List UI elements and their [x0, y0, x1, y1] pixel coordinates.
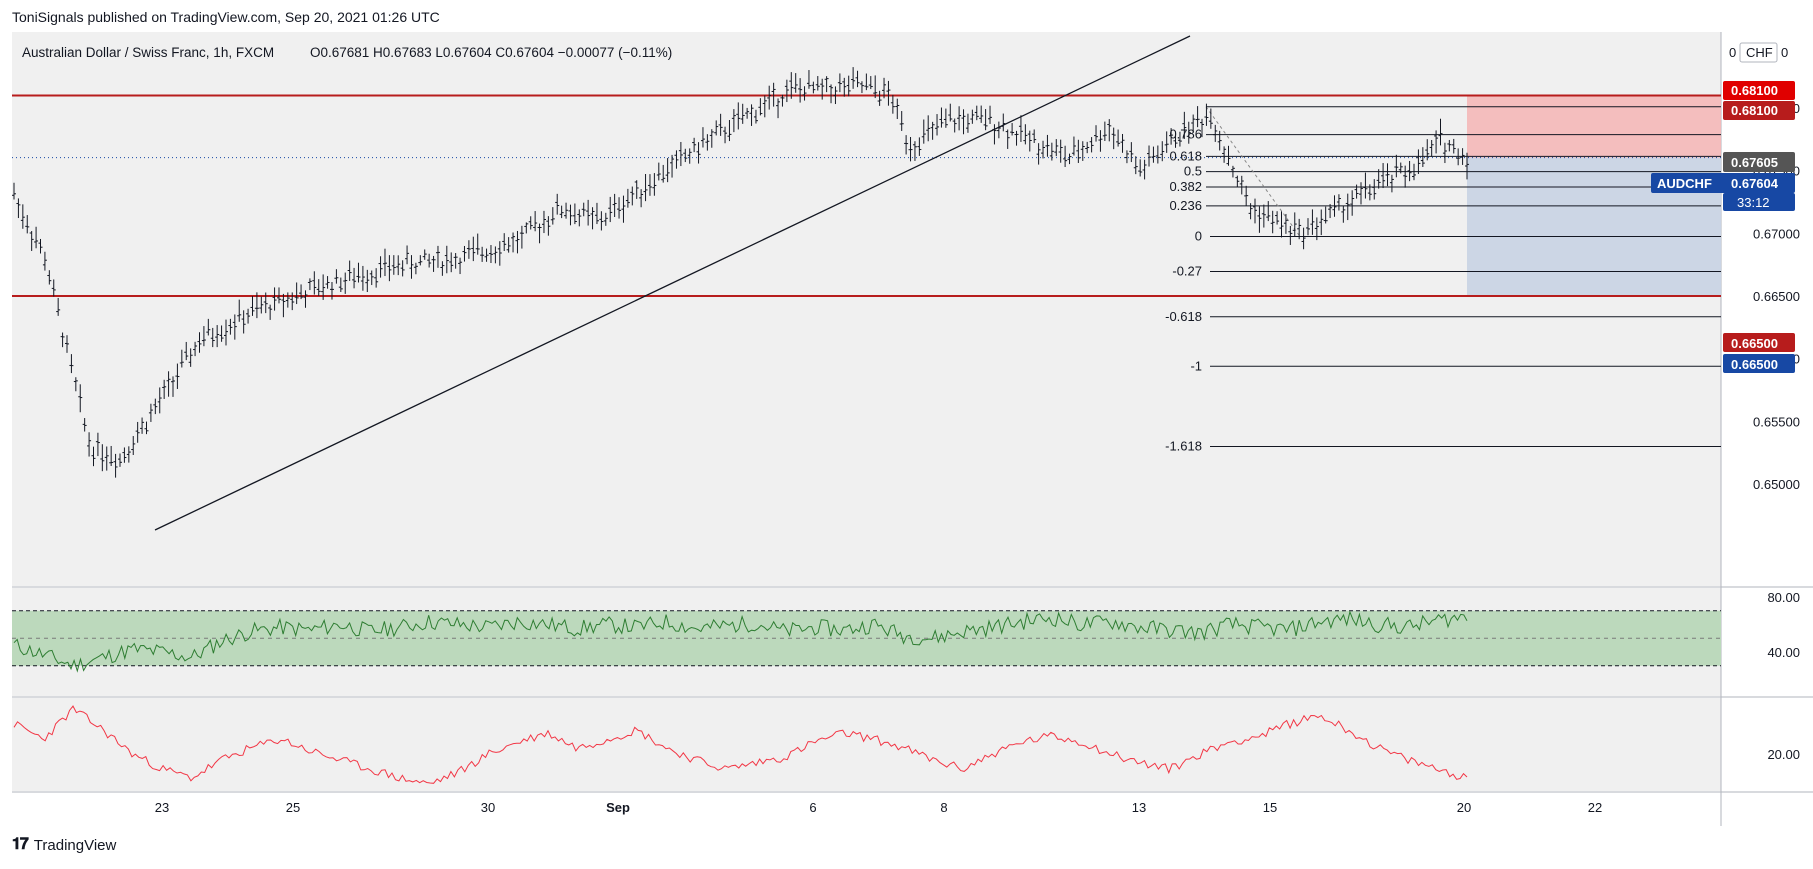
time-axis[interactable]: 23 25 30 Sep 6 8 13 15 20 22 — [155, 800, 1602, 815]
last-price-tag: 0.67605 — [1723, 152, 1795, 172]
support-tag-2[interactable]: 0.66500 — [1723, 354, 1795, 373]
rsi-axis: 80.00 40.00 — [1767, 590, 1800, 660]
time-tick-7: 15 — [1263, 800, 1277, 815]
oscillator-axis: 20.00 — [1767, 747, 1800, 762]
fib-label-0: 0.786 — [1169, 127, 1202, 142]
rsi-tick-1: 40.00 — [1767, 645, 1800, 660]
currency-box[interactable] — [1739, 42, 1778, 63]
stop-loss-zone[interactable] — [1467, 95, 1721, 158]
resistance-tag[interactable]: 0.68100 — [1723, 81, 1795, 100]
fib-label-6: -0.27 — [1172, 264, 1202, 279]
brand-name: TradingView — [33, 836, 117, 854]
time-tick-3: Sep — [606, 800, 630, 815]
tradingview-mark-icon: 𝟏𝟕 — [12, 836, 29, 853]
svg-text:0.68100: 0.68100 — [1731, 103, 1778, 118]
svg-text:0.66500: 0.66500 — [1731, 336, 1778, 351]
time-tick-1: 25 — [286, 800, 300, 815]
svg-text:0.67605: 0.67605 — [1731, 155, 1778, 170]
time-tick-2: 30 — [481, 800, 495, 815]
currency-zero-right: 0 — [1781, 45, 1788, 60]
ohlc-values: O0.67681 H0.67683 L0.67604 C0.67604 −0.0… — [310, 45, 672, 60]
fib-label-8: -1 — [1190, 358, 1202, 373]
time-tick-6: 13 — [1132, 800, 1146, 815]
time-tick-8: 20 — [1457, 800, 1471, 815]
price-tick-2: 0.67000 — [1753, 226, 1800, 241]
rsi-tick-0: 80.00 — [1767, 590, 1800, 605]
currency-code: CHF — [1746, 45, 1773, 60]
fib-label-5: 0 — [1195, 228, 1202, 243]
price-tick-6: 0.65000 — [1753, 477, 1800, 492]
svg-text:0.67604: 0.67604 — [1731, 176, 1779, 191]
support-tag[interactable]: 0.66500 — [1723, 333, 1795, 352]
fib-label-4: 0.236 — [1169, 198, 1202, 213]
tradingview-logo[interactable]: 𝟏𝟕 TradingView — [12, 836, 116, 854]
main-pane-bg — [12, 32, 1721, 586]
time-tick-9: 22 — [1588, 800, 1602, 815]
resistance-tag-2[interactable]: 0.68100 — [1723, 101, 1795, 120]
fib-label-9: -1.618 — [1165, 439, 1202, 454]
price-tick-5: 0.65500 — [1753, 414, 1800, 429]
time-tick-4: 6 — [809, 800, 816, 815]
fib-label-3: 0.382 — [1169, 179, 1202, 194]
time-tick-5: 8 — [940, 800, 947, 815]
time-tick-0: 23 — [155, 800, 169, 815]
symbol-name-label: AUDCHF — [1657, 176, 1712, 191]
symbol-legend[interactable]: Australian Dollar / Swiss Franc, 1h, FXC… — [22, 45, 274, 60]
currency-zero-left: 0 — [1729, 45, 1736, 60]
oscillator-line — [13, 705, 1468, 784]
fib-label-7: -0.618 — [1165, 309, 1202, 324]
fib-label-1: 0.618 — [1169, 148, 1202, 163]
trendline[interactable] — [154, 35, 1191, 531]
svg-text:0.68100: 0.68100 — [1731, 83, 1778, 98]
countdown-tag: 33:12 — [1723, 193, 1795, 211]
osc-pane-bg — [12, 698, 1721, 791]
rsi-line — [13, 610, 1468, 673]
published-by-line: ToniSignals published on TradingView.com… — [12, 9, 440, 25]
fib-diagonal — [1205, 106, 1301, 237]
fib-label-2: 0.5 — [1184, 164, 1202, 179]
osc-tick-0: 20.00 — [1767, 747, 1800, 762]
symbol-price-tag[interactable]: AUDCHF 0.67604 — [1651, 173, 1795, 193]
svg-text:33:12: 33:12 — [1737, 195, 1770, 210]
price-tick-3: 0.66500 — [1753, 289, 1800, 304]
price-bars — [12, 67, 1469, 478]
svg-text:0.66500: 0.66500 — [1731, 357, 1778, 372]
